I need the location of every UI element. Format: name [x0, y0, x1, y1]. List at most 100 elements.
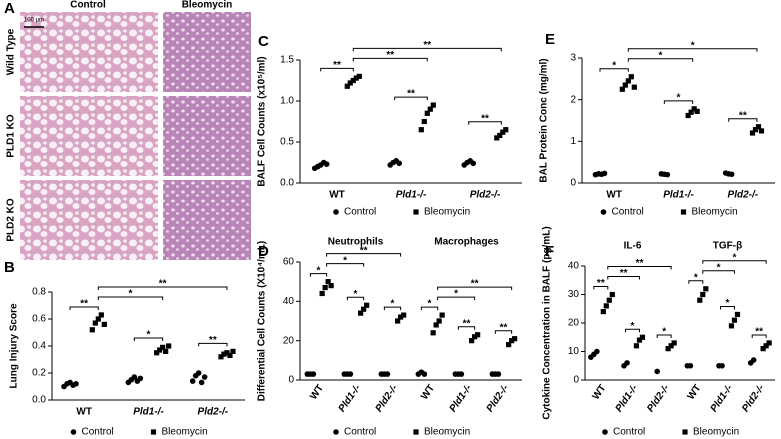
significance-label: **: [423, 40, 431, 51]
legend-label: Control: [613, 427, 645, 438]
x-tick-label: WT: [76, 407, 92, 418]
data-point: [760, 346, 766, 352]
data-point: [603, 303, 609, 309]
data-point: [137, 375, 144, 382]
data-point: [734, 311, 741, 318]
data-point: [101, 321, 107, 327]
x-tick-label: Pld2-/-: [645, 382, 672, 414]
data-point: [201, 374, 208, 380]
legend-marker: [333, 429, 339, 435]
y-tick-label: 10: [568, 346, 580, 357]
significance-bracket: [97, 296, 164, 300]
significance-label: *: [717, 262, 721, 273]
y-axis-label: BALF Cell Counts (x10⁵/ml): [257, 56, 268, 186]
group-label: IL-6: [624, 241, 642, 252]
data-point: [396, 160, 403, 167]
significance-label: *: [659, 50, 663, 61]
significance-bracket: [437, 296, 476, 301]
significance-label: *: [354, 289, 358, 300]
significance-label: **: [500, 322, 508, 333]
data-point: [221, 351, 227, 357]
legend-label: Bleomycin: [424, 427, 470, 438]
data-point: [328, 283, 334, 289]
data-point: [218, 354, 224, 360]
significance-bracket: [702, 260, 767, 264]
significance-bracket: [688, 280, 704, 284]
significance-bracket: [702, 270, 735, 274]
significance-bracket: [607, 266, 672, 270]
y-tick-label: 30: [568, 289, 580, 300]
legend-marker: [70, 429, 77, 435]
data-point: [509, 338, 515, 344]
data-point: [157, 347, 163, 353]
significance-label: **: [739, 110, 747, 121]
data-point: [310, 371, 317, 377]
data-point: [430, 102, 436, 108]
significance-label: *: [129, 289, 133, 300]
x-tick-label: WT: [686, 383, 704, 402]
data-point: [497, 132, 503, 139]
significance-label: **: [481, 113, 489, 124]
group-label: Neutrophils: [328, 237, 384, 248]
y-axis-label: BAL Protein Conc (mg/ml): [539, 58, 550, 182]
x-tick-label: Pld1-/-: [396, 190, 427, 201]
y-tick-label: 0: [573, 375, 579, 386]
data-point: [609, 291, 615, 298]
data-point: [347, 371, 354, 377]
data-point: [421, 118, 427, 125]
data-point: [418, 127, 424, 133]
panel-letter: D: [258, 243, 269, 260]
significance-bracket: [468, 121, 502, 125]
data-point: [639, 334, 646, 340]
data-point: [227, 352, 233, 359]
data-point: [73, 381, 79, 387]
data-point: [687, 362, 694, 369]
data-point: [500, 129, 506, 135]
data-point: [361, 306, 367, 312]
data-point: [95, 316, 101, 322]
data-point: [631, 84, 637, 90]
significance-bracket: [728, 118, 758, 122]
y-tick-label: 0.6: [32, 314, 46, 325]
legend-marker: [602, 429, 608, 435]
significance-bracket: [656, 334, 672, 338]
y-tick-label: 0.5: [280, 137, 294, 148]
significance-label: *: [631, 321, 635, 332]
histology-image: [163, 96, 251, 176]
panel-letter: C: [258, 33, 269, 50]
significance-label: **: [636, 258, 644, 269]
significance-bracket: [457, 326, 476, 330]
significance-label: *: [662, 327, 666, 338]
data-point: [421, 371, 428, 377]
data-point: [755, 124, 762, 130]
legend-label: Control: [344, 427, 376, 438]
column-label: Bleomycin: [182, 0, 233, 11]
data-point: [665, 346, 671, 352]
significance-bracket: [625, 328, 640, 333]
data-point: [358, 310, 364, 316]
y-tick-label: 1: [570, 136, 576, 147]
significance-label: **: [80, 299, 88, 310]
data-point: [356, 73, 362, 79]
significance-bracket: [383, 306, 402, 311]
y-tick-label: 0.0: [32, 395, 46, 406]
significance-label: *: [343, 255, 347, 266]
data-point: [601, 170, 608, 177]
significance-bracket: [320, 67, 354, 72]
data-point: [671, 340, 677, 346]
significance-bracket: [720, 305, 735, 310]
data-point: [628, 74, 634, 80]
panel-letter: B: [4, 259, 15, 276]
data-point: [694, 108, 700, 114]
data-point: [189, 378, 196, 384]
significance-bracket: [394, 96, 428, 101]
data-point: [506, 342, 512, 348]
group-label: Macrophages: [434, 237, 499, 248]
data-point: [319, 290, 325, 297]
y-tick-label: 1.5: [280, 55, 294, 66]
y-tick-label: 0.4: [32, 341, 46, 352]
data-point: [619, 86, 625, 92]
significance-bracket: [133, 337, 164, 341]
significance-label: *: [454, 289, 458, 300]
